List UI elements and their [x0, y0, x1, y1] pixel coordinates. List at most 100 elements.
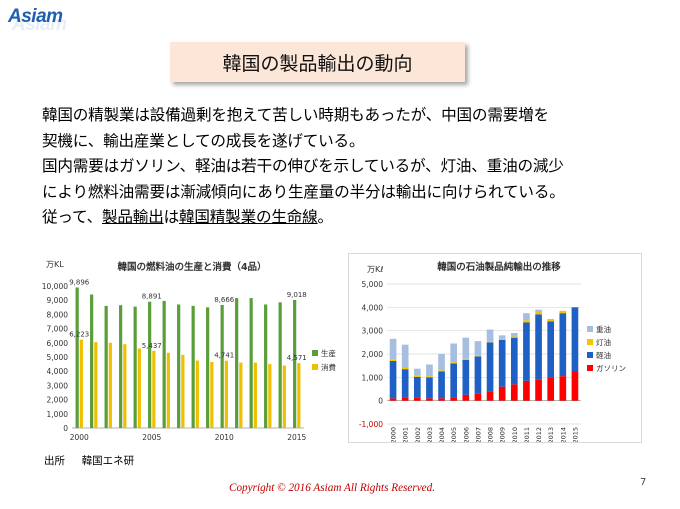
chart1-x-tick: 2010 — [215, 433, 234, 442]
chart2-legend-swatch — [587, 326, 593, 332]
chart2-bar-segment-3 — [535, 309, 542, 312]
chart2-x-tick: 2002 — [414, 427, 422, 442]
chart2-bar-segment-1 — [486, 342, 494, 392]
chart2-bar-segment-1 — [389, 361, 397, 399]
chart1-y-tick: 9,000 — [47, 296, 69, 305]
chart1-bar-consumption — [123, 344, 127, 428]
chart2-bar-segment-1 — [523, 322, 530, 381]
chart1-data-label: 9,896 — [69, 278, 90, 286]
chart1-y-tick: 5,000 — [47, 353, 69, 362]
net-export-chart: 韓国の石油製品純輸出の推移 万Kℓ -1,000 0 1,000 2,000 3,000 4,… — [348, 253, 642, 444]
chart2-bar-segment-1 — [450, 363, 458, 398]
chart2-bar-segment-0 — [438, 398, 445, 401]
chart2-bar-segment-0 — [413, 397, 421, 401]
chart1-legend-swatch — [312, 350, 318, 356]
body-line-5-a: 従って、 — [42, 208, 103, 226]
chart2-y-tick: 2,000 — [362, 350, 384, 359]
chart2-bar-segment-3 — [486, 329, 494, 342]
chart1-bar-consumption — [79, 339, 83, 428]
chart2-y-tick: 0 — [378, 397, 383, 406]
chart1-x-tick: 2000 — [70, 433, 89, 442]
chart1-y-tick: 6,000 — [47, 339, 69, 348]
chart2-x-tick: 2003 — [426, 427, 434, 442]
chart2-bar-segment-0 — [559, 376, 567, 401]
chart2-bar-segment-1 — [413, 376, 421, 398]
chart2-y-tick: 4,000 — [362, 303, 384, 312]
chart2-bar-segment-2 — [510, 336, 518, 338]
chart2-bar-segment-1 — [474, 356, 482, 394]
chart1-y-tick: 2,000 — [47, 396, 69, 405]
chart2-x-tick: 2011 — [523, 427, 531, 442]
chart2-bar-segment-2 — [474, 355, 482, 357]
chart2-bar-segment-0 — [462, 394, 470, 401]
chart2-y-tick: -1,000 — [359, 420, 383, 429]
source-value: 韓国エネ研 — [81, 455, 135, 467]
chart2-bar-segment-3 — [450, 343, 458, 363]
chart2-bar-segment-0 — [474, 393, 482, 401]
body-line-5-d: 韓国精製業の生命線 — [179, 208, 318, 226]
chart1-y-tick: 1,000 — [47, 410, 69, 419]
chart2-legend-swatch — [587, 365, 593, 371]
chart2-x-tick: 2004 — [438, 427, 446, 442]
chart1-bar-consumption — [224, 360, 228, 428]
chart2-bar-segment-1 — [510, 337, 518, 385]
chart1-bar-production — [278, 302, 282, 428]
chart2-legend-swatch — [587, 352, 593, 358]
chart1-bar-production — [293, 299, 297, 428]
copyright-notice: Copyright © 2016 Asiam All Rights Reserv… — [229, 482, 436, 494]
slide-body-text: 韓国の精製業は設備過剰を抱えて苦しい時期もあったが、中国の需要増を 契機に、輸出… — [42, 103, 652, 231]
chart2-bar-segment-0 — [510, 384, 518, 401]
chart2-bar-segment-2 — [535, 312, 542, 315]
chart2-legend-label: ガソリン — [596, 363, 626, 373]
chart1-bar-production — [75, 287, 79, 428]
chart2-bar-segment-0 — [523, 380, 530, 401]
chart1-bar-consumption — [297, 363, 301, 428]
chart2-x-tick: 2001 — [402, 427, 410, 442]
brand-logo: Asiam — [8, 6, 63, 27]
body-line-5-c: は — [163, 208, 180, 226]
chart1-bar-consumption — [253, 362, 257, 428]
body-line-5-e: 。 — [317, 208, 334, 226]
chart1-bar-production — [249, 298, 253, 428]
chart2-bar-segment-0 — [426, 398, 433, 401]
chart2-bar-segment-0 — [401, 397, 409, 401]
chart2-bar-segment-2 — [486, 341, 494, 343]
chart1-bar-consumption — [195, 360, 199, 428]
chart1-bar-production — [220, 304, 224, 428]
chart2-bar-segment-0 — [535, 379, 542, 401]
chart1-y-tick: 3,000 — [47, 381, 69, 390]
chart2-bar-segment-1 — [498, 340, 506, 387]
chart1-y-tick: 10,000 — [42, 282, 68, 291]
chart1-title: 韓国の燃料油の生産と消費（4品） — [117, 261, 266, 273]
chart2-bar-segment-3 — [438, 354, 445, 371]
chart2-bar-segment-0 — [486, 391, 494, 401]
chart1-legend-label: 生産 — [321, 348, 336, 358]
chart2-bar-segment-3 — [523, 313, 530, 321]
slide-title-text: 韓国の製品輸出の動向 — [222, 52, 413, 75]
chart2-x-tick: 2015 — [571, 427, 579, 442]
chart2-y-tick: 5,000 — [362, 280, 384, 289]
chart1-bar-consumption — [282, 365, 286, 428]
chart2-bar-segment-2 — [413, 375, 421, 377]
chart1-bar-production — [119, 305, 123, 428]
chart2-x-tick: 2006 — [462, 427, 470, 442]
chart2-bar-segment-2 — [523, 320, 530, 323]
chart2-bar-segment-0 — [571, 371, 579, 401]
chart1-y-tick: 4,000 — [47, 367, 69, 376]
chart1-y-tick: 8,000 — [47, 310, 69, 319]
chart2-y-unit: 万Kℓ — [367, 265, 384, 274]
chart1-bar-production — [133, 306, 137, 428]
chart2-bar-segment-3 — [426, 364, 433, 377]
chart1-y-tick: 0 — [63, 424, 68, 433]
chart1-x-tick: 2015 — [287, 433, 306, 442]
chart2-x-tick: 2008 — [487, 427, 495, 442]
chart2-bar-segment-1 — [462, 359, 470, 395]
chart2-x-tick: 2009 — [499, 427, 507, 442]
chart2-bar-segment-3 — [401, 344, 409, 368]
chart1-bar-production — [177, 304, 181, 428]
chart1-bar-production — [148, 301, 152, 428]
net-export-chart-svg: 韓国の石油製品純輸出の推移 万Kℓ -1,000 0 1,000 2,000 3,000 4,… — [359, 261, 626, 444]
chart2-bar-segment-2 — [426, 376, 433, 378]
chart2-bar-segment-1 — [535, 314, 542, 380]
chart1-data-label: 9,018 — [287, 291, 307, 299]
